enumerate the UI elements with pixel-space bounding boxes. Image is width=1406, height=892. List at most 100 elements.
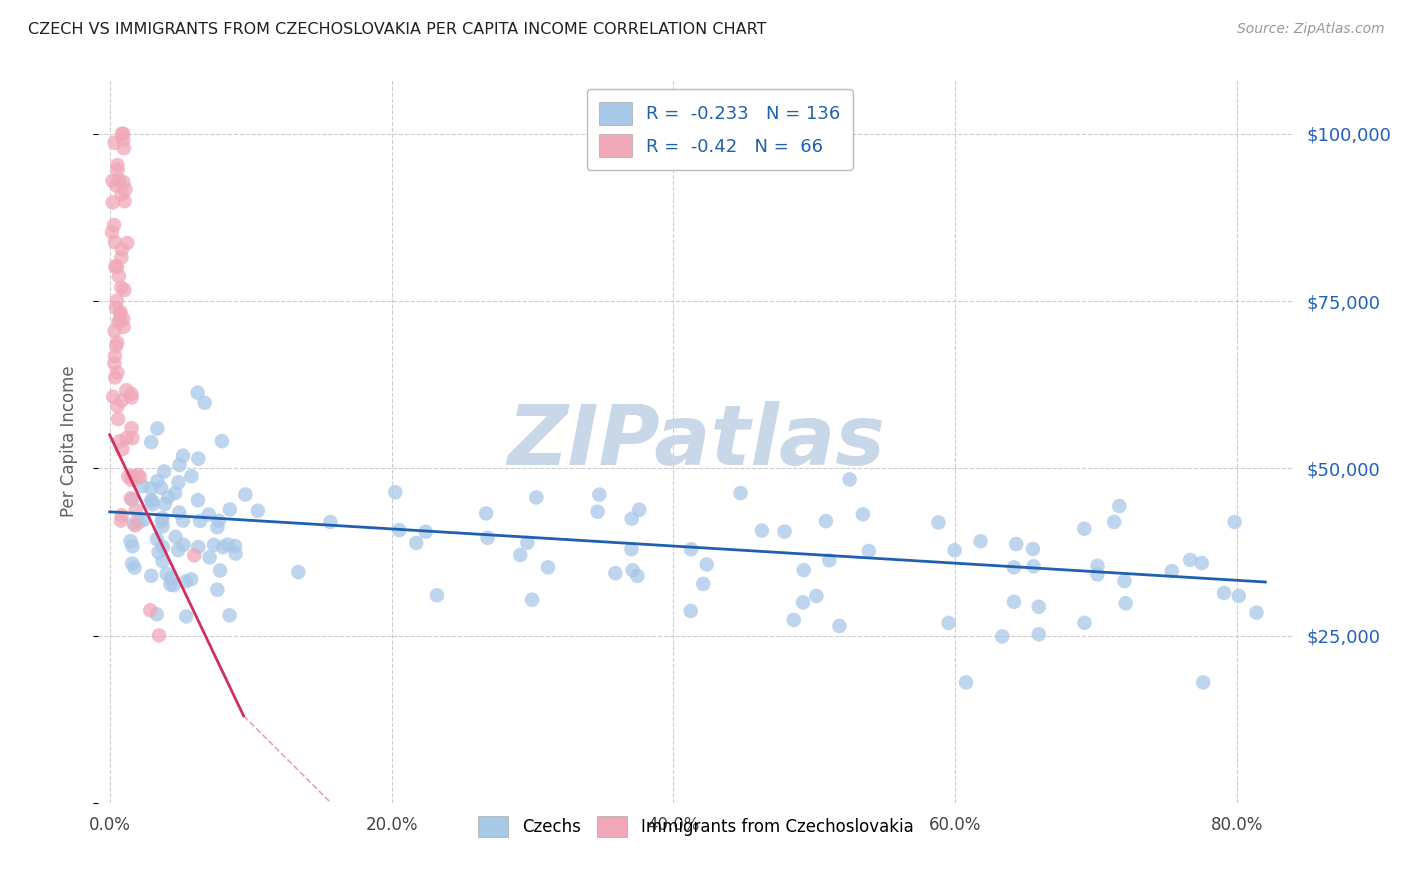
Point (626, 569, 648, 583)
Point (107, 412, 129, 426)
Point (180, 572, 202, 586)
Point (165, 486, 187, 500)
Point (141, 494, 163, 508)
Point (692, 577, 714, 591)
Point (188, 514, 211, 528)
Point (183, 549, 205, 563)
Point (180, 469, 202, 483)
Point (838, 472, 860, 486)
Point (167, 543, 190, 558)
Point (943, 543, 966, 558)
Point (115, 235, 138, 250)
Point (153, 497, 176, 511)
Text: Source: ZipAtlas.com: Source: ZipAtlas.com (1237, 22, 1385, 37)
Point (101, 174, 124, 188)
Point (246, 504, 269, 518)
Point (537, 560, 560, 574)
Point (108, 434, 131, 449)
Point (153, 464, 176, 478)
Point (148, 628, 170, 642)
Point (426, 588, 449, 602)
Point (111, 508, 134, 523)
Point (105, 260, 128, 274)
Point (112, 319, 135, 334)
Point (104, 370, 127, 384)
Point (152, 554, 174, 568)
Point (620, 542, 643, 557)
Point (112, 127, 135, 141)
Text: CZECH VS IMMIGRANTS FROM CZECHOSLOVAKIA PER CAPITA INCOME CORRELATION CHART: CZECH VS IMMIGRANTS FROM CZECHOSLOVAKIA … (28, 22, 766, 37)
Point (104, 260, 127, 274)
Point (110, 251, 132, 265)
Point (194, 396, 217, 410)
Point (108, 173, 131, 187)
Point (121, 557, 143, 571)
Point (1246, 606, 1268, 620)
Point (121, 391, 143, 405)
Point (207, 520, 229, 534)
Point (105, 301, 128, 315)
Point (187, 540, 209, 554)
Point (121, 473, 143, 487)
Point (146, 532, 169, 546)
Point (187, 493, 209, 508)
Point (586, 505, 609, 519)
Point (120, 387, 142, 401)
Point (174, 609, 197, 624)
Point (111, 393, 134, 408)
Point (107, 162, 129, 177)
Point (1227, 589, 1250, 603)
Point (1002, 560, 1025, 574)
Point (1114, 574, 1136, 588)
Point (1022, 542, 1045, 557)
Point (1223, 515, 1246, 529)
Point (628, 502, 651, 516)
Point (103, 356, 125, 370)
Point (319, 515, 342, 529)
Point (108, 269, 131, 284)
Point (681, 542, 703, 557)
Point (1087, 567, 1109, 582)
Point (115, 383, 138, 397)
Point (146, 474, 169, 488)
Point (101, 390, 124, 404)
Point (730, 486, 752, 500)
Point (101, 195, 124, 210)
Point (115, 431, 138, 445)
Point (163, 578, 186, 592)
Point (141, 493, 163, 508)
Point (773, 524, 796, 539)
Point (198, 550, 221, 565)
Point (127, 467, 149, 482)
Point (159, 571, 181, 585)
Point (1160, 564, 1182, 578)
Point (211, 434, 233, 448)
Point (152, 540, 174, 554)
Point (105, 178, 128, 193)
Point (955, 675, 977, 690)
Point (146, 607, 169, 622)
Point (696, 558, 718, 572)
Point (146, 421, 169, 435)
Point (1028, 599, 1050, 614)
Point (1022, 559, 1045, 574)
Point (105, 335, 128, 350)
Point (509, 548, 531, 562)
Point (621, 563, 644, 577)
Point (751, 524, 773, 538)
Point (198, 508, 221, 522)
Point (172, 514, 194, 528)
Point (128, 515, 150, 529)
Point (139, 482, 162, 496)
Point (415, 524, 437, 539)
Point (101, 225, 124, 239)
Point (121, 492, 143, 507)
Point (107, 315, 129, 329)
Point (793, 563, 815, 577)
Point (124, 560, 146, 574)
Point (852, 508, 875, 522)
Point (783, 613, 806, 627)
Point (104, 235, 127, 249)
Point (141, 435, 163, 450)
Point (167, 475, 190, 490)
